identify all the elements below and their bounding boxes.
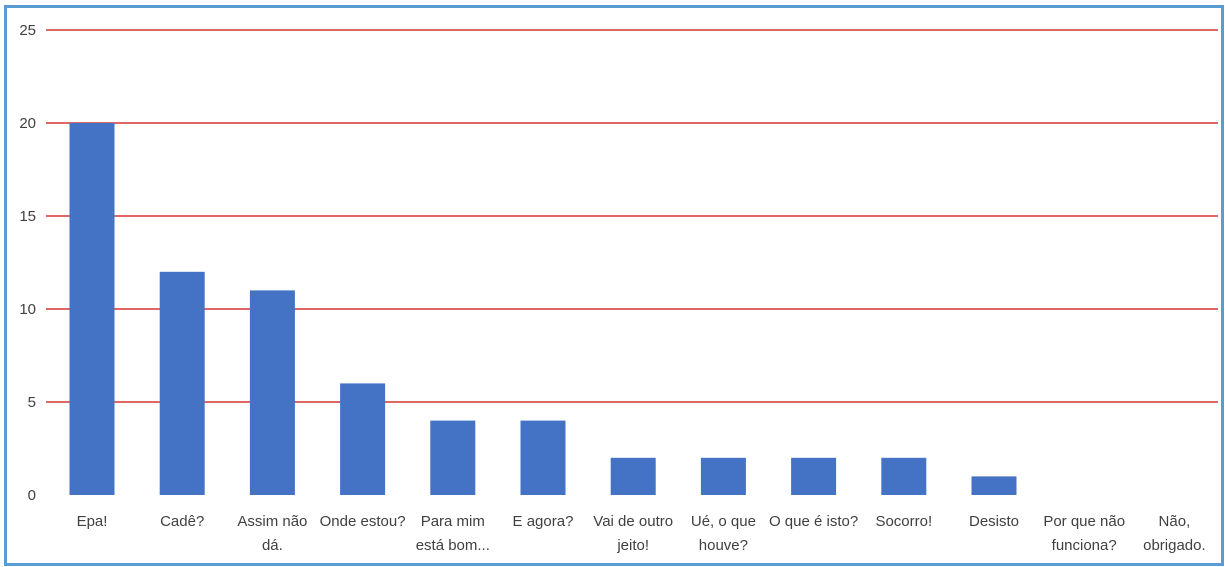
bar (430, 420, 476, 495)
y-tick-label: 10 (19, 301, 36, 318)
bar (69, 123, 115, 495)
y-tick-label: 5 (28, 394, 36, 411)
x-tick-label: Para mim (421, 513, 485, 530)
bar (610, 457, 656, 495)
x-tick-label: Ué, o que (691, 513, 756, 530)
y-tick-label: 15 (19, 208, 36, 225)
y-tick-label: 0 (28, 487, 36, 504)
x-tick-label: Cadê? (160, 513, 204, 530)
x-tick-label: Assim não (237, 513, 307, 530)
x-tick-label: dá. (262, 537, 283, 554)
bar (971, 476, 1017, 495)
bar (159, 271, 205, 495)
x-tick-label: Epa! (77, 513, 108, 530)
y-tick-label: 25 (19, 22, 36, 39)
bar (340, 383, 386, 495)
x-tick-label: obrigado. (1143, 537, 1206, 554)
bar (700, 457, 746, 495)
x-tick-label: houve? (699, 537, 748, 554)
y-tick-label: 20 (19, 115, 36, 132)
x-tick-label: Desisto (969, 513, 1019, 530)
bar (249, 290, 295, 495)
x-tick-label: O que é isto? (769, 513, 858, 530)
x-tick-label: Onde estou? (320, 513, 406, 530)
x-tick-label: Vai de outro (593, 513, 673, 530)
x-tick-label: está bom... (416, 537, 490, 554)
x-tick-label: Socorro! (875, 513, 932, 530)
x-tick-label: funciona? (1052, 537, 1117, 554)
x-tick-label: jeito! (616, 537, 649, 554)
x-tick-label: Por que não (1043, 513, 1125, 530)
x-tick-label: Não, (1159, 513, 1191, 530)
bar (791, 457, 837, 495)
x-tick-label: E agora? (513, 513, 574, 530)
bar (520, 420, 566, 495)
bar (881, 457, 927, 495)
